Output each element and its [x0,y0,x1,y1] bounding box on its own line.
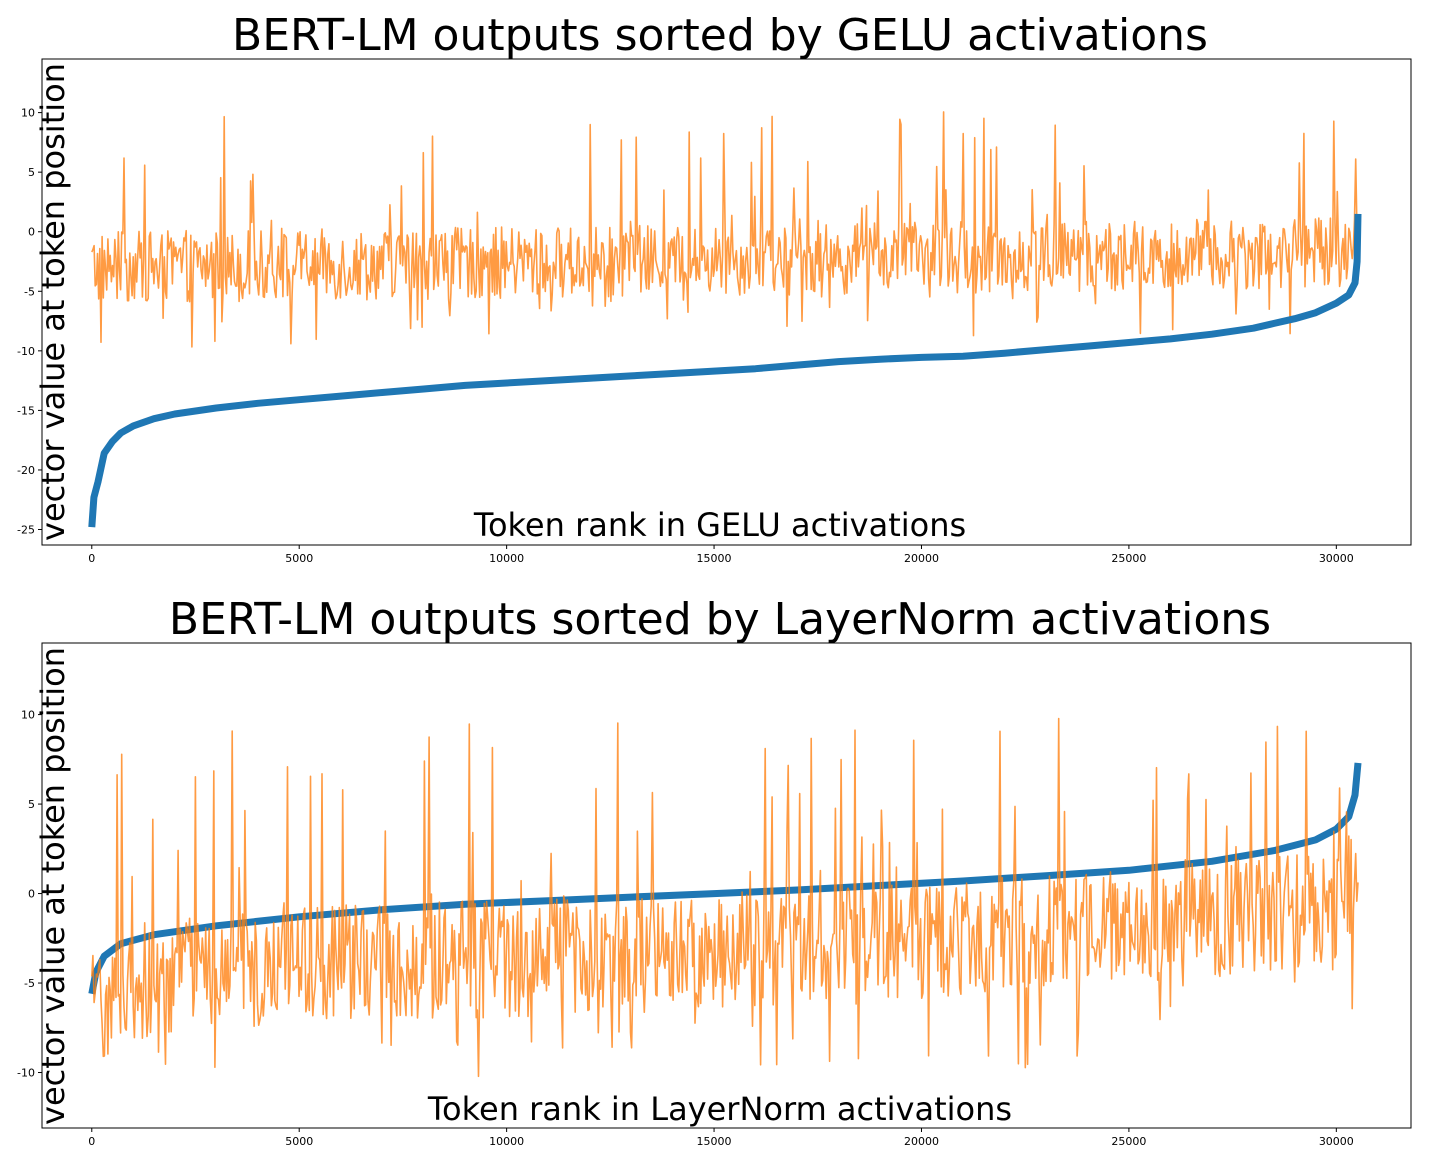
chart-2-x-tick-label: 10000 [489,1135,524,1148]
chart-2-series-outputs [91,717,1359,1078]
chart-1-plot-area: 0 5000 10000 15000 20000 25000 30000 -25 -20 -15 -… [17,58,1412,565]
chart-1-y-tick-label: -10 [17,345,35,358]
chart-1-series-group [88,111,1362,528]
chart-1-y-axis-label: vector value at token position [34,63,72,541]
chart-1-x-tick-label: 5000 [285,552,313,565]
chart-1-x-tick-label: 10000 [489,552,524,565]
chart-1-x-axis-label: Token rank in GELU activations [473,506,966,544]
chart-1-series-sorted-activation [88,213,1362,528]
chart-1-title: BERT-LM outputs sorted by GELU activatio… [232,10,1208,61]
chart-layernorm: BERT-LM outputs sorted by LayerNorm acti… [17,594,1412,1148]
chart-2-x-tick-label: 5000 [285,1135,313,1148]
chart-1-x-tick-label: 15000 [697,552,732,565]
chart-1-series-outputs [91,111,1359,348]
chart-2-x-tick-label: 30000 [1319,1135,1354,1148]
chart-2-title: BERT-LM outputs sorted by LayerNorm acti… [169,594,1271,645]
chart-2-y-tick-label: -5 [24,977,35,990]
chart-2-x-tick-label: 0 [88,1135,95,1148]
chart-1-y-tick-label: 0 [28,226,35,239]
chart-gelu: BERT-LM outputs sorted by GELU activatio… [17,10,1412,565]
chart-2-y-tick-label: 5 [28,798,35,811]
chart-2-x-tick-label: 20000 [904,1135,939,1148]
chart-1-x-tick-label: 20000 [904,552,939,565]
chart-1-y-tick-label: -20 [17,464,35,477]
chart-2-axes-frame [41,642,1412,1129]
chart-2-x-tick-label: 25000 [1111,1135,1146,1148]
chart-2-y-tick-label: -10 [17,1067,35,1080]
chart-1-axes-frame [41,58,1412,546]
chart-1-y-tick-label: 5 [28,166,35,179]
chart-2-series-group [88,717,1362,1078]
chart-1-y-tick-label: 10 [21,107,35,120]
chart-2-y-axis-label: vector value at token position [34,647,72,1125]
chart-2-x-tick-label: 15000 [697,1135,732,1148]
chart-1-x-tick-label: 0 [88,552,95,565]
chart-1-x-tick-label: 25000 [1111,552,1146,565]
chart-1-x-tick-label: 30000 [1319,552,1354,565]
chart-2-plot-area: 0 5000 10000 15000 20000 25000 30000 -10 -5 0 5 10 [17,642,1412,1148]
chart-2-x-axis-label: Token rank in LayerNorm activations [427,1090,1012,1128]
chart-1-y-tick-label: -5 [24,285,35,298]
chart-2-y-tick-label: 10 [21,709,35,722]
chart-2-y-tick-label: 0 [28,888,35,901]
chart-1-y-tick-label: -25 [17,524,35,537]
chart-1-y-tick-label: -15 [17,404,35,417]
